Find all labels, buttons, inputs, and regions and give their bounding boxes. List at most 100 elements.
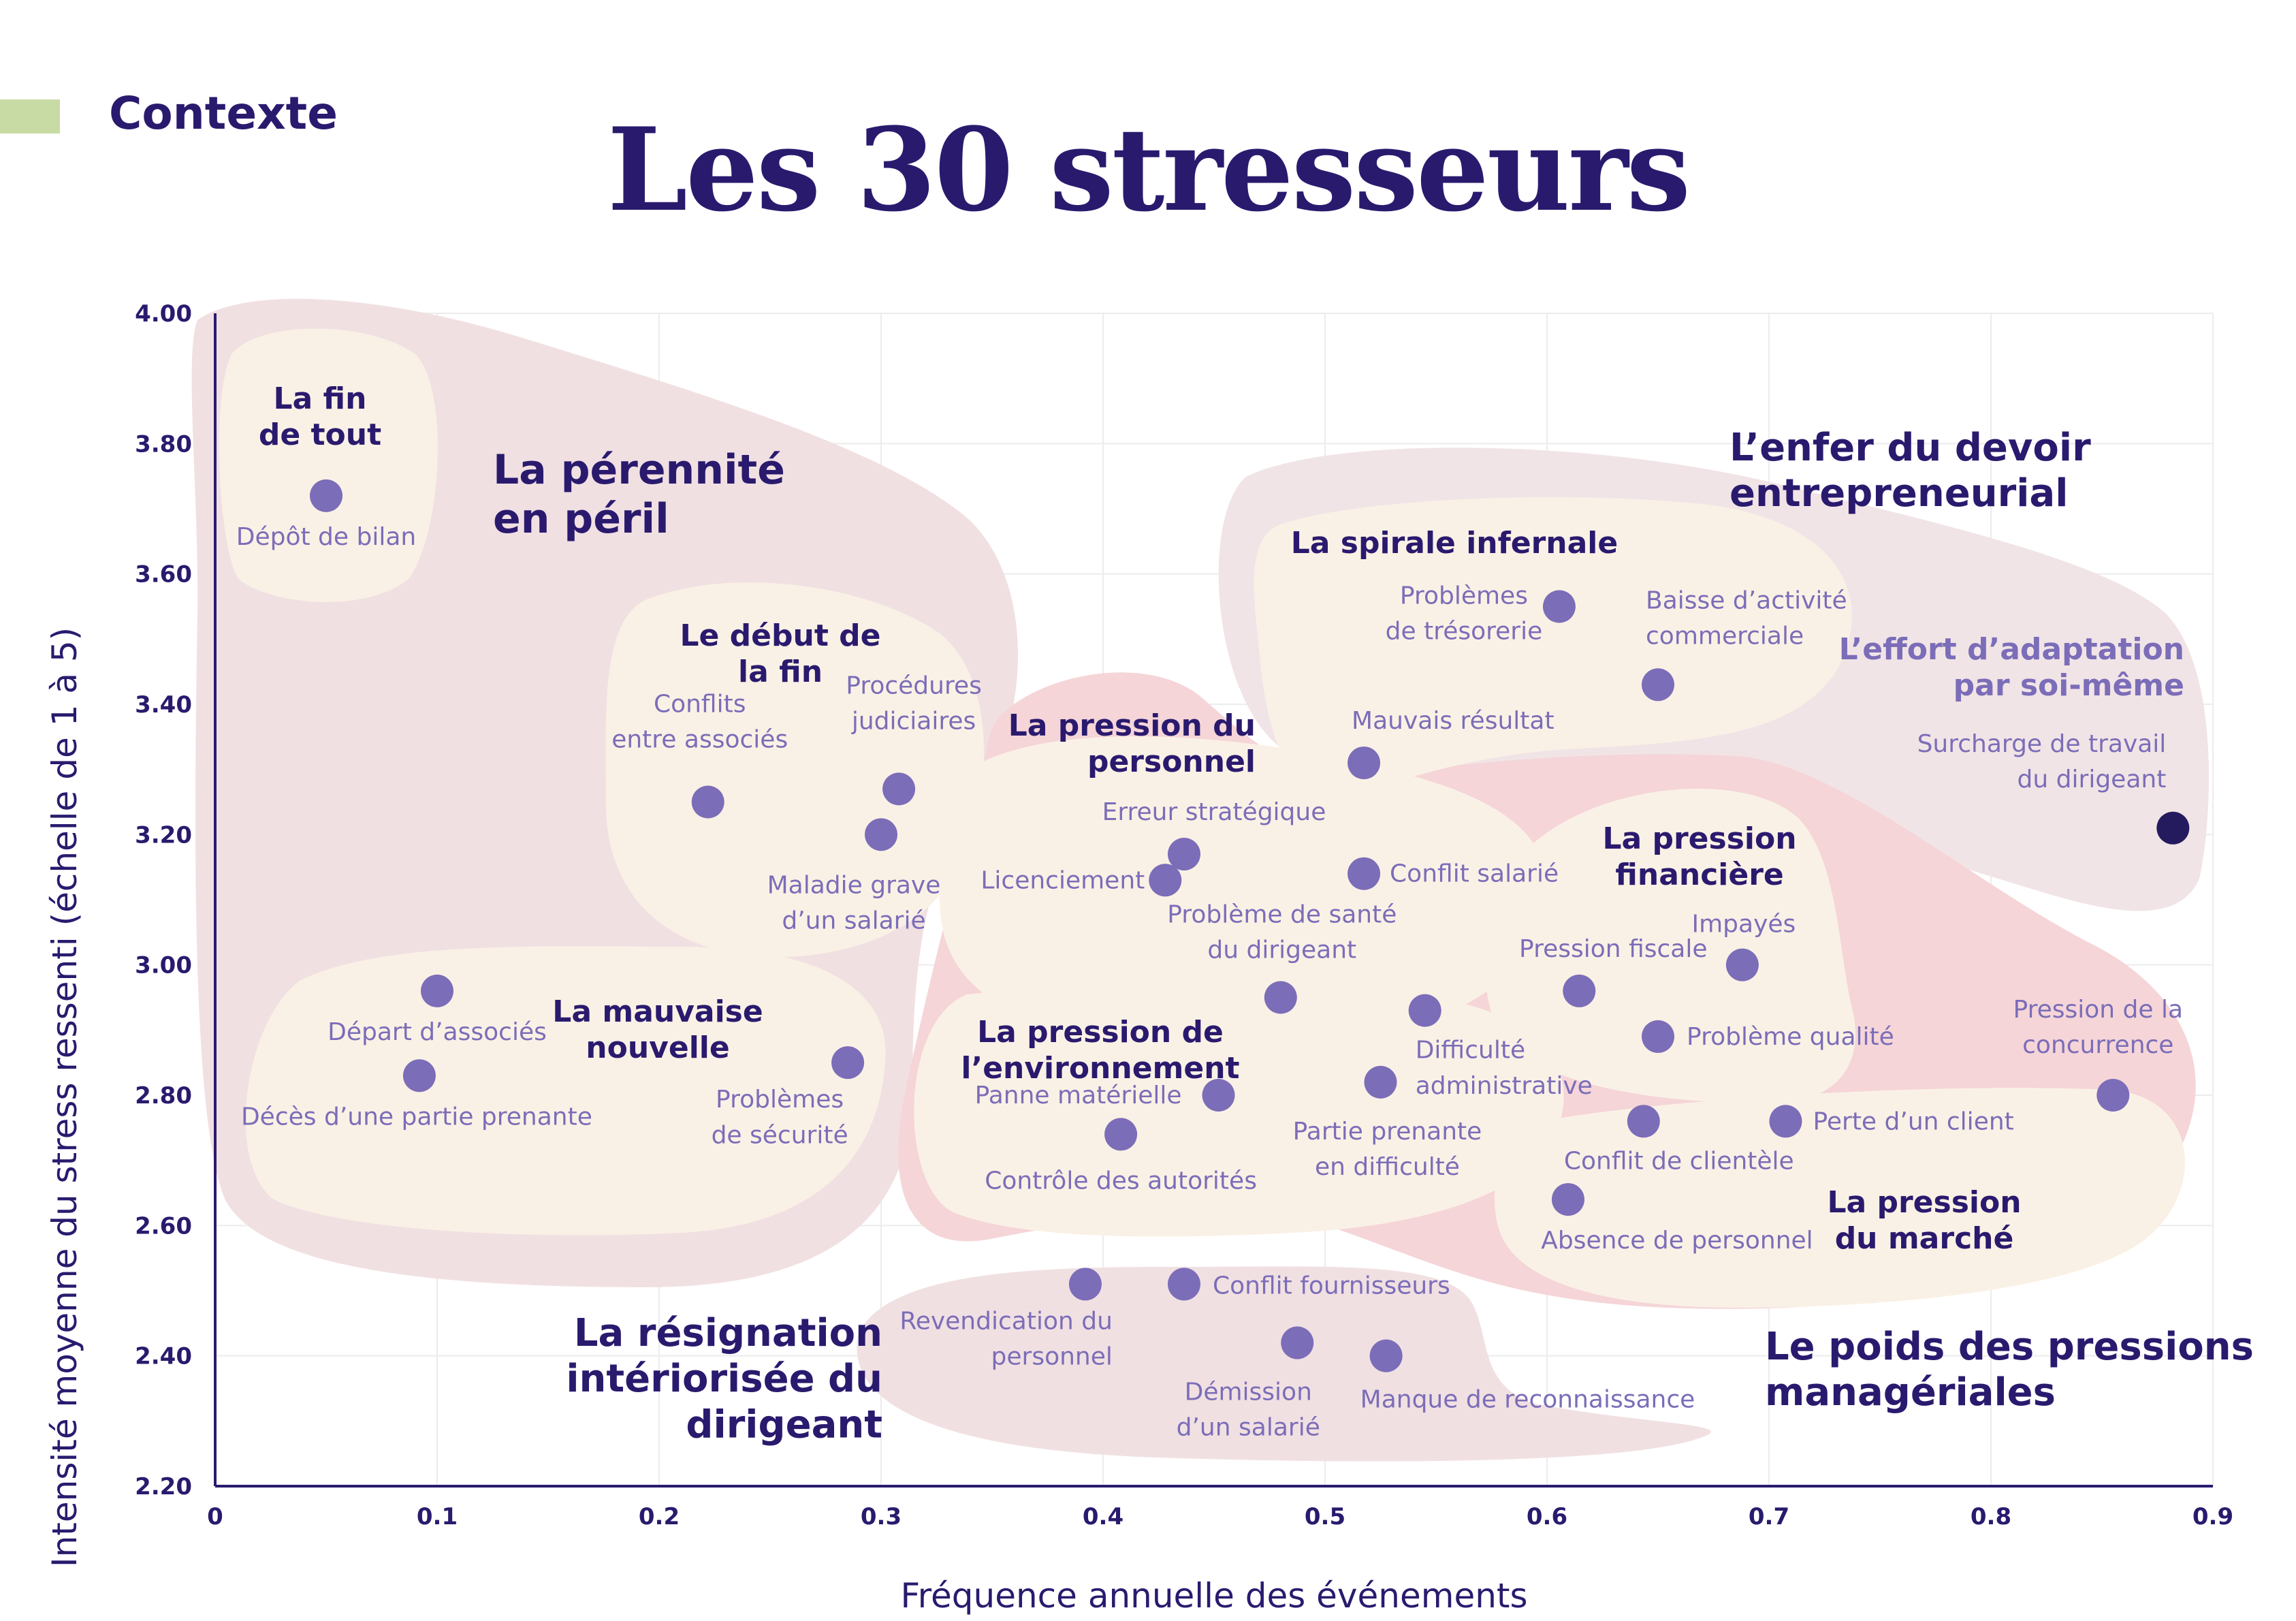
group-label: La mauvaise nouvelle [552, 994, 763, 1065]
axes: 0 0.1 0.2 0.3 0.4 0.5 0.6 0.7 0.8 0.9 2.20 2.40 2.60… [45, 300, 2233, 1616]
region-la-fin-de-tout [219, 328, 438, 602]
point-label: Baisse d’activité commerciale [1646, 586, 1847, 650]
group-label: L’enfer du devoir entrepreneurial [1729, 426, 2091, 516]
point-label: Maladie grave d’un salarié [767, 871, 941, 934]
x-tick-label: 0.1 [417, 1503, 458, 1530]
y-tick-label: 2.80 [135, 1082, 192, 1109]
point-label: Procédures judiciaires [846, 672, 982, 735]
region-la-spirale-infernale [1254, 497, 1852, 798]
data-point [1369, 1339, 1403, 1372]
x-tick-label: 0.2 [639, 1503, 680, 1530]
point-label: Problèmes de trésorerie [1386, 582, 1543, 646]
point-labels: Dépôt de bilan Conflits entre associés Proc… [236, 523, 2183, 1442]
y-tick-label: 3.60 [135, 561, 192, 588]
group-label: La pression du marché [1827, 1185, 2021, 1256]
data-points [310, 479, 2190, 1372]
group-label: La pression de l’environnement [961, 1015, 1239, 1086]
region-la-mauvaise-nouvelle [245, 946, 886, 1236]
data-point [1551, 1183, 1584, 1216]
group-label: L’effort d’adaptation par soi-même [1839, 632, 2184, 703]
point-label: Panne matérielle [975, 1082, 1182, 1109]
group-labels: La pérennité en péril La fin de tout Le débu… [259, 381, 2254, 1447]
data-point [1068, 1268, 1102, 1301]
point-label: Démission d’un salarié [1177, 1379, 1320, 1442]
group-regions [191, 298, 2210, 1462]
point-label: Dépôt de bilan [236, 523, 416, 551]
data-point [2156, 811, 2190, 845]
y-tick-label: 2.60 [135, 1212, 192, 1240]
point-label: Revendication du personnel [899, 1307, 1113, 1370]
point-label: Problèmes de sécurité [712, 1086, 848, 1149]
data-point [1769, 1105, 1802, 1138]
group-label: La pression financière [1602, 821, 1796, 892]
point-label: Difficulté administrative [1416, 1037, 1593, 1100]
data-point [2096, 1079, 2130, 1112]
point-label: Licenciement [980, 866, 1145, 894]
data-point [310, 479, 342, 512]
data-point [1627, 1105, 1660, 1138]
y-tick-label: 3.40 [135, 691, 192, 719]
data-point [865, 818, 897, 851]
data-point [1348, 857, 1381, 890]
point-label: Erreur stratégique [1102, 798, 1326, 826]
data-point [1408, 994, 1441, 1027]
group-label: La spirale infernale [1291, 526, 1618, 561]
data-point [1167, 838, 1200, 871]
x-tick-label: 0 [207, 1503, 223, 1530]
group-label: Le début de la fin [680, 618, 880, 689]
x-tick-label: 0.4 [1083, 1503, 1123, 1530]
section-label: Contexte [109, 87, 338, 140]
region-pression-du-personnel [940, 736, 1548, 1044]
point-label: Départ d’associés [328, 1018, 547, 1046]
data-point [1149, 864, 1182, 897]
group-label: La fin de tout [259, 381, 381, 452]
point-label: Perte d’un client [1813, 1107, 2013, 1135]
y-axis-title: Intensité moyenne du stress ressenti (éc… [45, 627, 84, 1567]
point-label: Impayés [1691, 911, 1796, 939]
x-tick-label: 0.8 [1971, 1503, 2011, 1530]
data-point [831, 1046, 865, 1080]
x-tick-label: 0.6 [1527, 1503, 1567, 1530]
data-point [1264, 981, 1297, 1014]
point-label: Mauvais résultat [1352, 707, 1554, 735]
y-tick-label: 3.20 [135, 821, 192, 849]
point-label: Décès d’une partie prenante [241, 1103, 592, 1131]
y-tick-label: 3.00 [135, 952, 192, 979]
y-tick-label: 2.20 [135, 1473, 192, 1500]
y-tick-label: 3.80 [135, 430, 192, 458]
x-tick-label: 0.7 [1749, 1503, 1789, 1530]
y-tick-label: 4.00 [135, 300, 192, 328]
data-point [1167, 1268, 1200, 1301]
x-axis-title: Fréquence annuelle des événements [900, 1576, 1527, 1616]
point-label: Pression fiscale [1519, 935, 1707, 963]
region-pression-environnement [914, 986, 1564, 1237]
point-label: Manque de reconnaissance [1360, 1386, 1695, 1414]
data-point [1202, 1079, 1235, 1112]
data-point [1563, 974, 1596, 1007]
data-point [1348, 746, 1381, 780]
group-label: Le poids des pressions managériales [1765, 1325, 2254, 1415]
group-label: La résignation intériorisée du dirigeant [566, 1311, 882, 1447]
data-point [421, 974, 453, 1007]
y-tick-label: 2.40 [135, 1343, 192, 1370]
data-point [1542, 590, 1576, 623]
x-tick-label: 0.3 [861, 1503, 902, 1530]
group-label: La pérennité en péril [493, 446, 785, 543]
point-label: Conflits entre associés [611, 691, 788, 754]
group-label: La pression du personnel [1008, 708, 1256, 779]
point-label: Conflit salarié [1390, 860, 1559, 888]
point-label: Problème de santé du dirigeant [1167, 901, 1397, 964]
data-point [1104, 1118, 1138, 1151]
point-label: Partie prenante en difficulté [1293, 1118, 1482, 1181]
page-title: Les 30 stresseurs [607, 102, 1691, 237]
point-label: Conflit de clientèle [1564, 1147, 1794, 1175]
point-label: Conflit fournisseurs [1213, 1272, 1450, 1300]
data-point [402, 1059, 436, 1092]
point-label: Surcharge de travail du dirigeant [1917, 730, 2167, 793]
data-point [1642, 668, 1674, 702]
point-label: Problème qualité [1687, 1023, 1894, 1051]
point-label: Absence de personnel [1541, 1227, 1813, 1255]
data-point [1281, 1326, 1314, 1359]
data-point [691, 785, 724, 819]
